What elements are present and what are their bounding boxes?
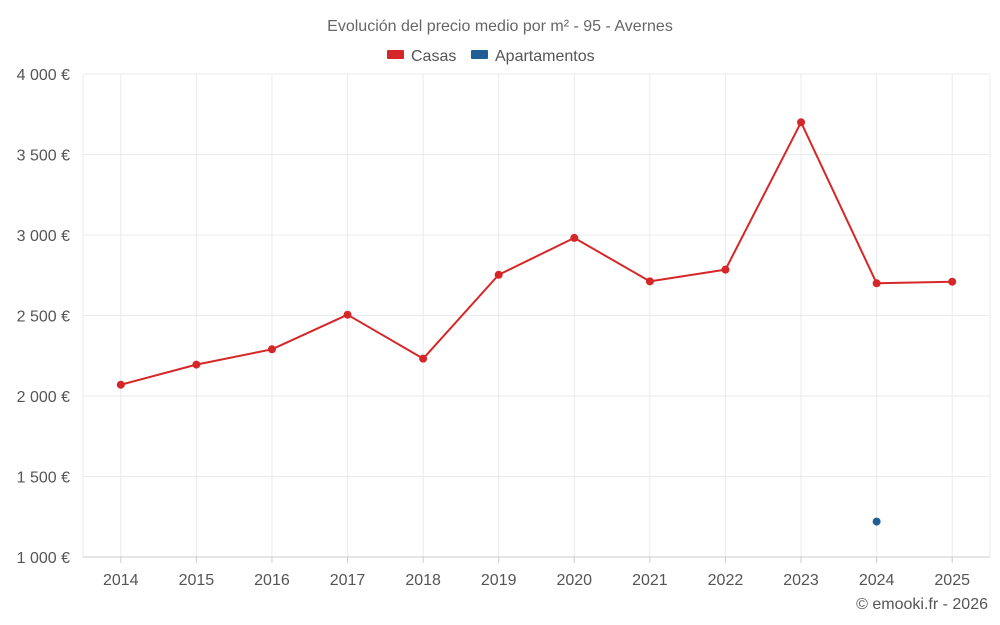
legend-swatch-apartamentos	[471, 50, 488, 59]
x-tick-label: 2020	[556, 572, 592, 589]
y-tick-label: 3 000 €	[17, 228, 70, 245]
series-line-casas	[120, 121, 953, 386]
x-tick-label: 2019	[481, 572, 517, 589]
x-tick-label: 2016	[254, 572, 290, 589]
data-point-casas[interactable]	[267, 345, 276, 354]
x-tick-label: 2021	[632, 572, 668, 589]
data-point-casas[interactable]	[797, 118, 806, 127]
y-tick-label: 4 000 €	[17, 67, 70, 84]
y-axis-labels: 1 000 € 1 500 € 2 000 € 2 500 € 3 000 € 3 500…	[17, 67, 70, 567]
legend: Casas Apartamentos	[387, 48, 595, 65]
x-axis-labels: 2014 2015 2016 2017 2018 2019 2020 2021 2022 2023…	[103, 557, 970, 589]
chart-title: Evolución del precio medio por m² - 95 -…	[327, 18, 673, 35]
y-tick-label: 2 000 €	[17, 389, 70, 406]
x-tick-label: 2015	[179, 572, 215, 589]
data-point-casas[interactable]	[494, 270, 503, 279]
legend-label-apartamentos[interactable]: Apartamentos	[495, 48, 595, 65]
grid-horizontal	[83, 73, 990, 558]
x-tick-label: 2023	[783, 572, 819, 589]
data-point-casas[interactable]	[645, 277, 654, 286]
series-layer	[116, 118, 957, 526]
data-point-casas[interactable]	[721, 265, 730, 274]
data-point-casas[interactable]	[343, 310, 352, 319]
x-tick-label: 2022	[708, 572, 744, 589]
x-tick-label: 2024	[859, 572, 895, 589]
y-tick-label: 1 500 €	[17, 470, 70, 487]
y-tick-label: 2 500 €	[17, 309, 70, 326]
y-tick-label: 3 500 €	[17, 148, 70, 165]
data-point-casas[interactable]	[948, 277, 957, 286]
x-tick-label: 2025	[934, 572, 970, 589]
data-point-casas[interactable]	[570, 233, 579, 242]
x-tick-label: 2014	[103, 572, 139, 589]
legend-label-casas[interactable]: Casas	[411, 48, 456, 65]
data-point-apartamentos[interactable]	[872, 517, 881, 526]
credit-text: © emooki.fr - 2026	[856, 596, 988, 613]
x-tick-label: 2017	[330, 572, 366, 589]
legend-swatch-casas	[387, 50, 404, 59]
x-tick-label: 2018	[405, 572, 441, 589]
data-point-casas[interactable]	[872, 279, 881, 288]
y-tick-label: 1 000 €	[17, 550, 70, 567]
data-point-casas[interactable]	[419, 354, 428, 363]
data-point-casas[interactable]	[192, 360, 201, 369]
data-point-casas[interactable]	[116, 380, 125, 389]
